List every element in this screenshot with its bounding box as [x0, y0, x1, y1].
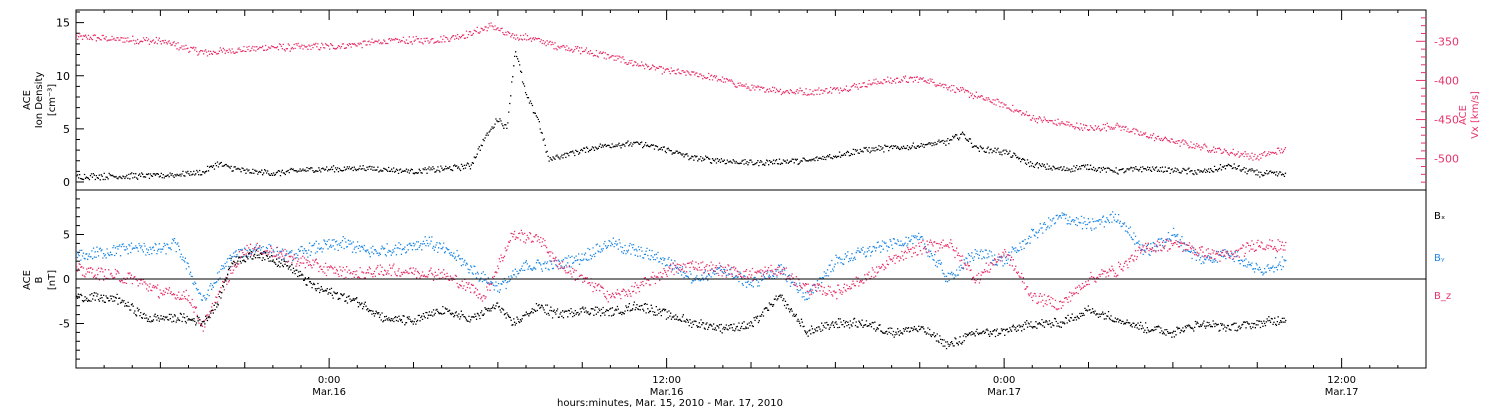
top-right-tick-label: -350: [1434, 35, 1459, 48]
top-left-tick-label: 15: [56, 17, 70, 30]
bottom-left-tick-label: 0: [63, 273, 70, 286]
x-tick-label-time: 0:00: [993, 375, 1015, 386]
bottom-left-axis-title-name: B: [34, 276, 45, 283]
x-tick-label-time: 12:00: [1327, 375, 1356, 386]
bottom-left-tick-label: -5: [59, 318, 70, 331]
series-points: [76, 22, 1287, 161]
bottom-left-axis-title-ace: ACE: [22, 270, 33, 290]
x-tick-label-date: Mar.16: [650, 387, 684, 398]
legend-by: Bᵧ: [1434, 253, 1445, 264]
top-panel-frame: [75, 9, 1427, 191]
x-tick-label-time: 12:00: [652, 375, 681, 386]
legend-bx: Bₓ: [1434, 211, 1445, 222]
x-axis: 0:00Mar.1612:00Mar.160:00Mar.1712:00Mar.…: [75, 10, 1427, 398]
x-axis-title: hours:minutes, Mar. 15, 2010 - Mar. 17, …: [557, 398, 783, 409]
top-right-tick-label: -400: [1434, 74, 1459, 87]
top-right-axis-title-ace: ACE: [1458, 105, 1469, 125]
series-vx: [76, 22, 1287, 161]
series-bx: [76, 249, 1287, 350]
top-left-axis-title-ace: ACE: [22, 90, 33, 110]
top-right-axis: -350 -400 -450 -500: [1416, 17, 1459, 183]
bottom-left-tick-label: 5: [63, 229, 70, 242]
series-points: [76, 211, 1287, 301]
series-points: [76, 51, 1287, 181]
bottom-panel-series: [76, 211, 1287, 350]
series-ion-density: [76, 51, 1287, 181]
top-left-tick-label: 5: [63, 123, 70, 136]
legend-bz: B_z: [1434, 291, 1451, 302]
top-left-axis: 0 5 10 15: [56, 11, 84, 189]
top-right-tick-label: -450: [1434, 114, 1459, 127]
top-left-axis-title-name: Ion Density: [34, 72, 45, 129]
x-tick-label-date: Mar.16: [312, 387, 346, 398]
top-panel-series: [76, 22, 1287, 181]
top-right-tick-label: -500: [1434, 153, 1459, 166]
series-by: [76, 211, 1287, 301]
series-points: [76, 229, 1287, 332]
top-right-axis-title-name: Vx [km/s]: [1470, 91, 1481, 139]
series-points: [76, 249, 1287, 350]
x-tick-label-date: Mar.17: [1325, 387, 1359, 398]
x-tick-label-date: Mar.17: [987, 387, 1021, 398]
top-left-tick-label: 0: [63, 176, 70, 189]
bottom-left-axis-title-unit: [nT]: [47, 270, 58, 290]
top-left-tick-label: 10: [56, 70, 70, 83]
x-tick-label-time: 0:00: [318, 375, 340, 386]
series-bz: [76, 229, 1287, 332]
top-left-axis-title-unit: [cm⁻³]: [47, 84, 58, 116]
